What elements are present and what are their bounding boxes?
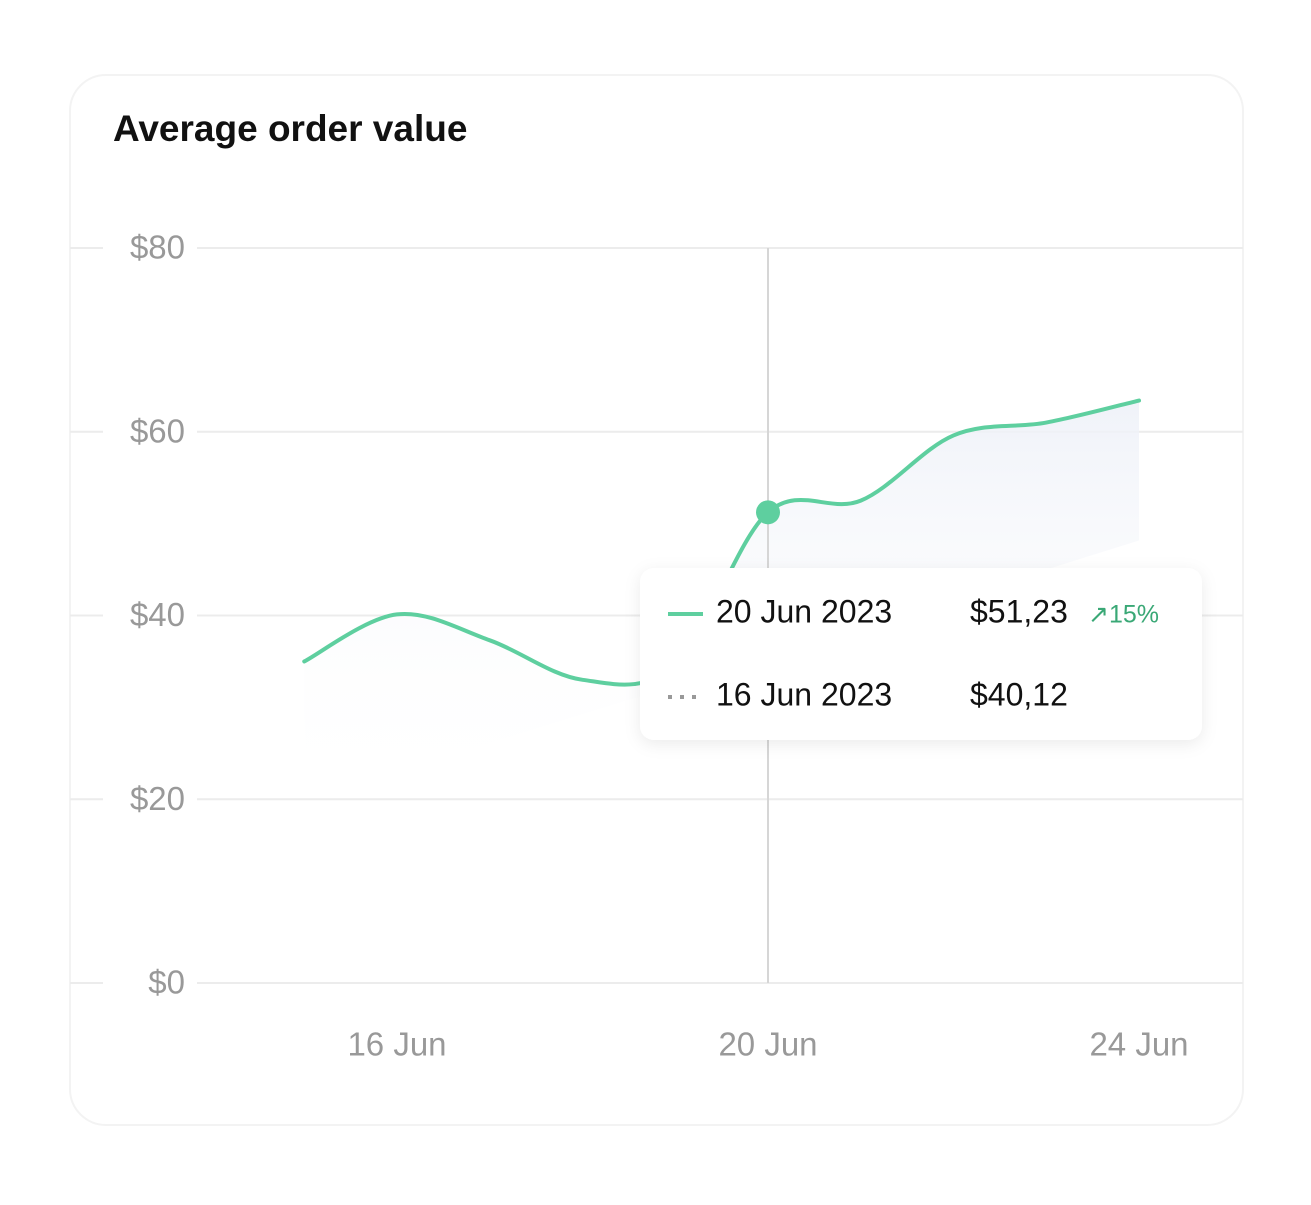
x-tick-label: 16 Jun [347, 1026, 446, 1063]
y-tick-label: $60 [130, 412, 185, 449]
y-tick-label: $80 [130, 229, 185, 266]
y-tick-label: $20 [130, 780, 185, 817]
tooltip-date: 20 Jun 2023 [716, 593, 892, 629]
hover-point [756, 500, 780, 525]
tooltip-change: ↗15% [1088, 601, 1159, 629]
tooltip [640, 568, 1202, 740]
tooltip-value: $40,12 [970, 676, 1068, 712]
x-tick-label: 24 Jun [1089, 1026, 1188, 1063]
tooltip-date: 16 Jun 2023 [716, 676, 892, 712]
x-tick-label: 20 Jun [718, 1026, 817, 1063]
y-tick-label: $0 [148, 964, 185, 1001]
chart-title: Average order value [113, 108, 467, 149]
tooltip-value: $51,23 [970, 593, 1068, 629]
y-tick-label: $40 [130, 596, 185, 633]
